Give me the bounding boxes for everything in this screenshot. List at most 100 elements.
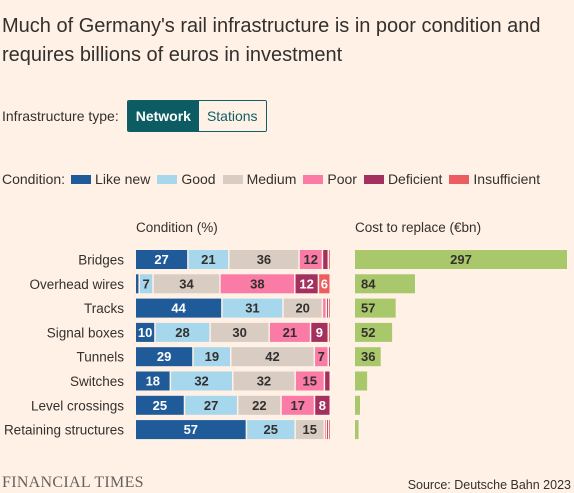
condition-value-label: 29 bbox=[157, 349, 171, 364]
legend-swatch bbox=[222, 174, 243, 184]
cost-bar bbox=[355, 322, 393, 342]
condition-bar-segment bbox=[329, 322, 330, 342]
ft-logo: FINANCIAL TIMES bbox=[2, 474, 144, 491]
condition-bar-segment bbox=[327, 420, 328, 440]
condition-bar-segment bbox=[329, 420, 330, 440]
cost-column-header: Cost to replace (€bn) bbox=[355, 220, 482, 235]
legend-item-insufficient: Insufficient bbox=[449, 171, 540, 187]
infrastructure-toggle: Network Stations bbox=[126, 100, 267, 132]
legend-swatch bbox=[303, 174, 324, 184]
condition-bar-segment bbox=[136, 347, 193, 367]
legend-label: Insufficient bbox=[473, 171, 541, 187]
condition-bar-segment bbox=[325, 371, 330, 391]
condition-bar-segment bbox=[247, 420, 295, 440]
condition-bar-segment bbox=[136, 322, 155, 342]
legend-label: Like new bbox=[95, 171, 151, 187]
cost-bar bbox=[355, 347, 381, 367]
category-label: Level crossings bbox=[31, 398, 124, 413]
infrastructure-toggle-row: Infrastructure type: Network Stations bbox=[2, 100, 267, 132]
condition-value-label: 25 bbox=[264, 422, 278, 437]
condition-bar-segment bbox=[311, 322, 328, 342]
condition-bar-segment bbox=[323, 250, 328, 269]
category-label: Bridges bbox=[78, 253, 124, 268]
condition-column-header: Condition (%) bbox=[136, 220, 218, 235]
condition-value-label: 21 bbox=[201, 252, 215, 267]
condition-value-label: 34 bbox=[179, 276, 194, 291]
condition-bar-segment bbox=[171, 371, 232, 391]
condition-bar-segment bbox=[295, 371, 324, 391]
toggle-network-button[interactable]: Network bbox=[127, 101, 199, 131]
condition-bar-segment bbox=[193, 347, 231, 367]
condition-bar-segment bbox=[136, 371, 170, 391]
condition-bar-segment bbox=[222, 298, 283, 318]
legend-item-like-new: Like new bbox=[71, 171, 150, 187]
condition-value-label: 9 bbox=[316, 325, 323, 340]
condition-bar-segment bbox=[329, 347, 330, 367]
condition-bar-segment bbox=[329, 298, 330, 318]
condition-value-label: 42 bbox=[265, 349, 279, 364]
condition-bar-segment bbox=[281, 395, 314, 415]
legend-swatch bbox=[71, 174, 92, 184]
condition-value-label: 57 bbox=[184, 422, 198, 437]
cost-bar bbox=[355, 420, 359, 440]
condition-value-label: 22 bbox=[252, 398, 266, 413]
legend-swatch bbox=[363, 174, 384, 184]
condition-bar-segment bbox=[325, 420, 326, 440]
chart-title: Much of Germany's rail infrastructure is… bbox=[2, 15, 541, 66]
condition-value-label: 8 bbox=[319, 398, 326, 413]
condition-value-label: 25 bbox=[153, 398, 167, 413]
legend-item-medium: Medium bbox=[222, 171, 297, 187]
legend-swatch bbox=[157, 174, 178, 184]
condition-bar-segment bbox=[299, 250, 322, 269]
cost-value-label: 297 bbox=[450, 252, 472, 267]
category-label: Retaining structures bbox=[4, 423, 124, 438]
condition-bar-segment bbox=[323, 298, 326, 318]
condition-bar-segment bbox=[136, 250, 188, 269]
condition-value-label: 32 bbox=[257, 374, 271, 389]
condition-bar-segment bbox=[210, 322, 269, 342]
condition-bar-segment bbox=[295, 420, 324, 440]
cost-bar bbox=[355, 371, 368, 391]
condition-bar-segment bbox=[136, 395, 184, 415]
condition-bar-segment bbox=[220, 274, 295, 294]
condition-bar-segment bbox=[229, 250, 299, 269]
legend-label: Good bbox=[181, 171, 216, 187]
cost-value-label: 52 bbox=[361, 325, 375, 340]
condition-value-label: 28 bbox=[175, 325, 189, 340]
condition-value-label: 19 bbox=[205, 349, 219, 364]
condition-value-label: 17 bbox=[291, 398, 305, 413]
legend-label: Medium bbox=[246, 171, 297, 187]
condition-value-label: 36 bbox=[257, 252, 271, 267]
category-label: Switches bbox=[70, 374, 124, 389]
condition-value-label: 10 bbox=[138, 325, 152, 340]
legend-label: Poor bbox=[327, 171, 357, 187]
condition-value-label: 7 bbox=[318, 349, 325, 364]
condition-value-label: 12 bbox=[304, 252, 318, 267]
legend-item-poor: Poor bbox=[303, 171, 357, 187]
condition-value-label: 38 bbox=[250, 276, 264, 291]
condition-bar-segment bbox=[136, 298, 222, 318]
legend-title: Condition: bbox=[2, 171, 66, 187]
condition-bar-segment bbox=[136, 274, 139, 294]
legend-swatch bbox=[449, 174, 470, 184]
toggle-stations-button[interactable]: Stations bbox=[198, 101, 266, 131]
condition-bar-segment bbox=[283, 298, 322, 318]
condition-value-label: 27 bbox=[204, 398, 218, 413]
condition-bar-segment bbox=[185, 395, 237, 415]
condition-value-label: 32 bbox=[194, 374, 208, 389]
cost-bar bbox=[355, 274, 415, 294]
condition-bar-segment bbox=[153, 274, 220, 294]
condition-bar-segment bbox=[327, 298, 328, 318]
condition-bar-segment bbox=[233, 371, 295, 391]
category-label: Signal boxes bbox=[47, 325, 125, 340]
legend: Condition: Like new Good Medium Poor Def… bbox=[2, 170, 547, 188]
condition-value-label: 12 bbox=[299, 276, 313, 291]
condition-value-label: 15 bbox=[303, 374, 317, 389]
condition-bar-segment bbox=[136, 420, 246, 440]
condition-value-label: 18 bbox=[146, 374, 160, 389]
source-note: Source: Deutsche Bahn 2023 bbox=[407, 478, 571, 492]
condition-value-label: 15 bbox=[303, 422, 317, 437]
legend-item-deficient: Deficient bbox=[363, 171, 442, 187]
condition-bar-segment bbox=[188, 250, 229, 269]
